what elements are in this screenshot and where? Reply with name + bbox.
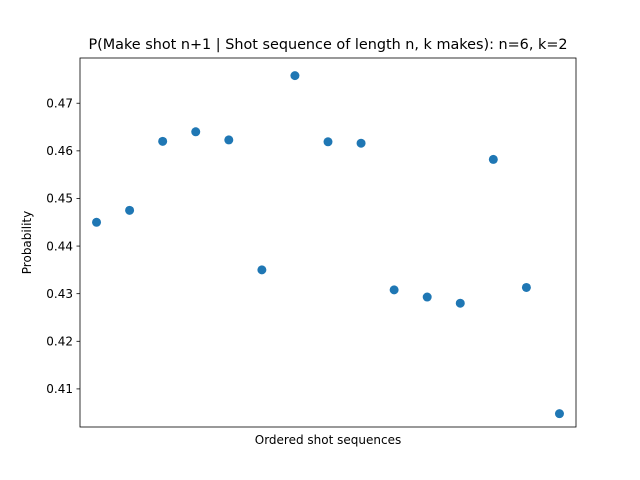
data-point: [521, 282, 531, 292]
y-tick-label: 0.41: [46, 382, 73, 396]
data-point: [92, 217, 102, 227]
plot-area: [80, 58, 576, 427]
data-point: [125, 205, 135, 215]
data-point: [224, 135, 234, 145]
data-point: [158, 136, 168, 146]
data-points: [92, 71, 564, 419]
y-tick-label: 0.46: [46, 144, 73, 158]
data-point: [422, 292, 432, 302]
x-axis-label: Ordered shot sequences: [255, 433, 401, 447]
data-point: [389, 285, 399, 295]
y-tick-label: 0.43: [46, 287, 73, 301]
data-point: [488, 154, 498, 164]
chart-title: P(Make shot n+1 | Shot sequence of lengt…: [88, 37, 567, 53]
data-point: [455, 298, 465, 308]
y-tick-label: 0.47: [46, 96, 73, 110]
y-tick-label: 0.45: [46, 192, 73, 206]
data-point: [191, 127, 201, 137]
plot-frame: [79, 57, 577, 428]
data-point: [290, 71, 300, 81]
y-axis-label: Probability: [20, 211, 34, 274]
y-tick-label: 0.44: [46, 239, 73, 253]
y-axis-ticks: 0.41 0.42 0.43 0.44 0.45 0.46 0.47: [46, 96, 80, 396]
data-point: [554, 409, 564, 419]
data-point: [323, 137, 333, 147]
data-point: [257, 265, 267, 275]
data-point: [356, 138, 366, 148]
y-tick-label: 0.42: [46, 335, 73, 349]
